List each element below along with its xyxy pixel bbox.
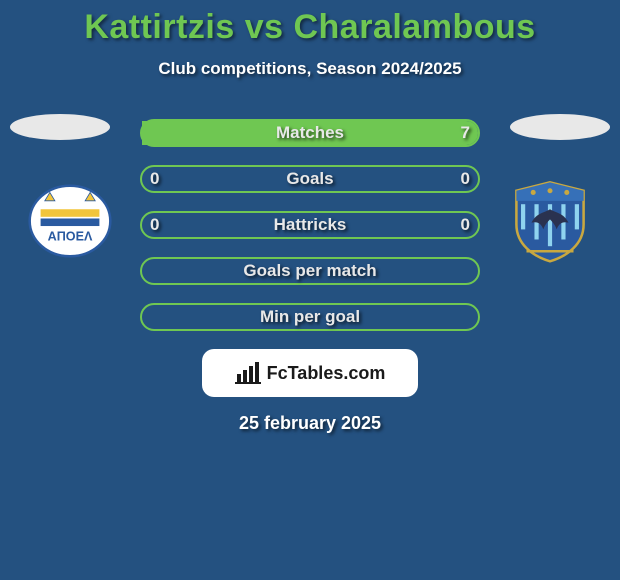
- brand-box[interactable]: FcTables.com: [202, 349, 418, 397]
- brand-label: FcTables.com: [267, 363, 386, 384]
- shield-icon: [500, 179, 600, 263]
- team-badge-right: [500, 179, 600, 263]
- stat-value-right: 0: [461, 169, 470, 189]
- date-label: 25 february 2025: [0, 413, 620, 434]
- stat-row: Matches7: [140, 119, 480, 147]
- stat-row: Goals per match: [140, 257, 480, 285]
- stat-value-right: 7: [461, 123, 470, 143]
- player-right-slot: [510, 114, 610, 140]
- stat-value-left: 0: [150, 215, 159, 235]
- stat-row: Hattricks0 0: [140, 211, 480, 239]
- player-left-slot: [10, 114, 110, 140]
- page-subtitle: Club competitions, Season 2024/2025: [0, 59, 620, 79]
- stat-label: Min per goal: [142, 307, 478, 327]
- stat-label: Matches: [142, 123, 478, 143]
- page-title: Kattirtzis vs Charalambous: [0, 0, 620, 47]
- stat-row: Min per goal: [140, 303, 480, 331]
- stat-value-left: 0: [150, 169, 159, 189]
- stat-label: Goals: [142, 169, 478, 189]
- stat-label: Goals per match: [142, 261, 478, 281]
- crest-icon: ΑΠΟΕΛ: [20, 179, 120, 263]
- stat-value-right: 0: [461, 215, 470, 235]
- svg-text:ΑΠΟΕΛ: ΑΠΟΕΛ: [48, 229, 93, 243]
- comparison-panel: ΑΠΟΕΛ Matches7Goals00Hattricks00Goals pe…: [0, 119, 620, 434]
- bar-chart-icon: [235, 362, 261, 384]
- stat-label: Hattricks: [142, 215, 478, 235]
- team-badge-left: ΑΠΟΕΛ: [20, 179, 120, 263]
- stat-row: Goals0 0: [140, 165, 480, 193]
- stat-rows: Matches7Goals00Hattricks00Goals per matc…: [140, 119, 480, 331]
